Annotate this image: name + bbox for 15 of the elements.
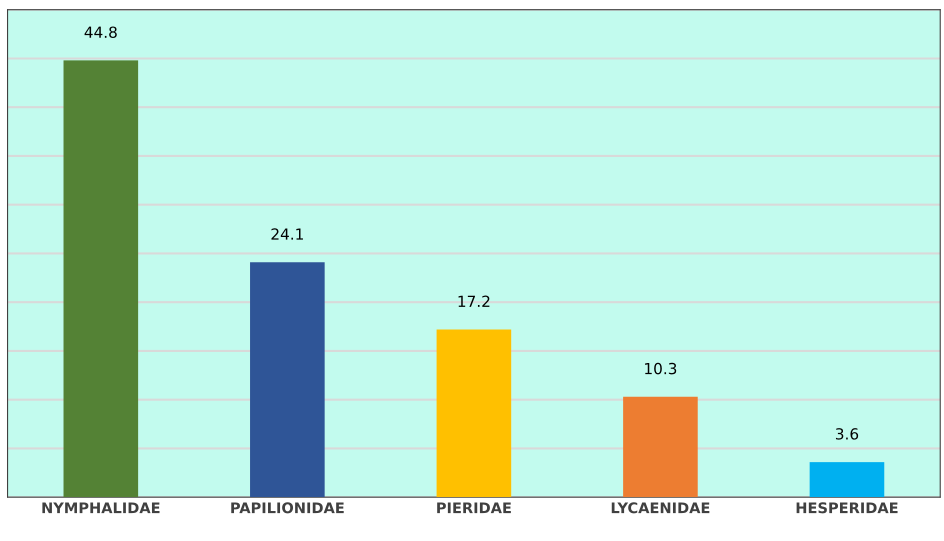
x-tick-label: PAPILIONIDAE — [231, 502, 344, 514]
x-tick-label: HESPERIDAE — [796, 502, 898, 514]
data-label: 17.2 — [458, 296, 490, 307]
bar — [436, 330, 512, 498]
data-label: 44.8 — [84, 26, 117, 38]
data-label: 3.6 — [836, 428, 858, 440]
data-label: 10.3 — [645, 362, 676, 374]
x-tick-label: LYCAENIDAE — [612, 502, 710, 514]
bar — [64, 60, 138, 498]
bar — [623, 396, 698, 498]
bar — [810, 462, 884, 498]
bar — [250, 262, 325, 498]
data-label: 24.1 — [271, 228, 303, 240]
x-tick-label: PIERIDAE — [437, 502, 511, 514]
x-tick-label: NYMPHALIDAE — [42, 502, 160, 514]
